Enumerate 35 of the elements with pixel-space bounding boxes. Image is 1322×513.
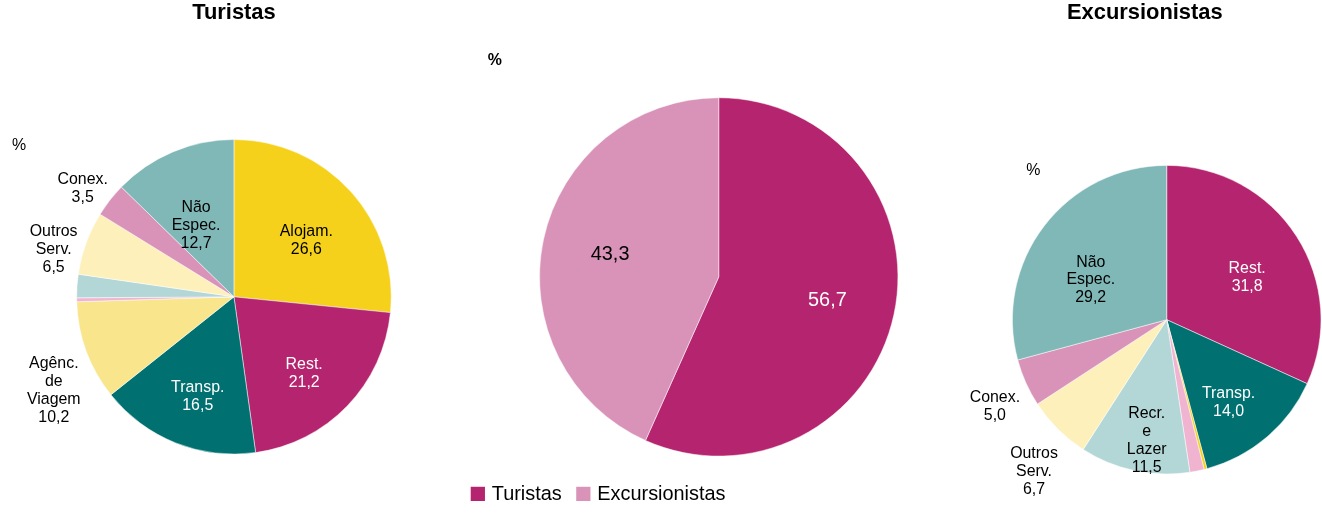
text: %: [487, 50, 502, 68]
data-label: 6,5: [42, 258, 65, 276]
slice-label: Alojam.: [279, 222, 333, 240]
data-label: 29,2: [1075, 288, 1107, 306]
chart-title: Turistas: [192, 0, 276, 25]
slice-label: Não Espec.: [1066, 252, 1116, 288]
data-label: 5,0: [983, 405, 1007, 423]
slice-label: Conex.: [969, 387, 1021, 405]
data-label: 21,2: [288, 373, 320, 391]
data-label: 11,5: [1131, 458, 1162, 475]
data-label: 26,6: [290, 240, 322, 258]
legend-label: Turistas: [491, 481, 562, 504]
data-label: 6,7: [1022, 480, 1046, 498]
slice-label: Não Espec.: [171, 197, 221, 233]
slice-label: Rest.: [1228, 258, 1266, 276]
text: %: [11, 136, 27, 154]
data-label: 14,0: [1213, 401, 1245, 419]
data-label: 16,5: [182, 396, 214, 414]
data-label: 43,3: [590, 241, 630, 264]
slice-label: Agênc. de Viagem: [26, 353, 81, 407]
legend-label: Excursionistas: [597, 481, 726, 504]
slice-label: Rest.: [285, 355, 323, 373]
slice-label: Transp.: [1201, 383, 1256, 401]
slice-label: Recr. e Lazer: [1126, 404, 1168, 458]
data-label: 12,7: [180, 233, 212, 251]
slice-label: Conex.: [57, 169, 108, 187]
data-label: 10,2: [38, 407, 70, 425]
slice-label: Outros Serv.: [29, 222, 78, 258]
data-label: 3,5: [71, 187, 94, 205]
data-label: 56,7: [808, 288, 847, 311]
data-label: 31,8: [1231, 276, 1263, 294]
slice-label: Transp.: [171, 378, 225, 396]
slice-label: Outros Serv.: [1010, 444, 1058, 480]
text: %: [1026, 161, 1041, 179]
chart-title: Excursionistas: [1066, 0, 1223, 25]
